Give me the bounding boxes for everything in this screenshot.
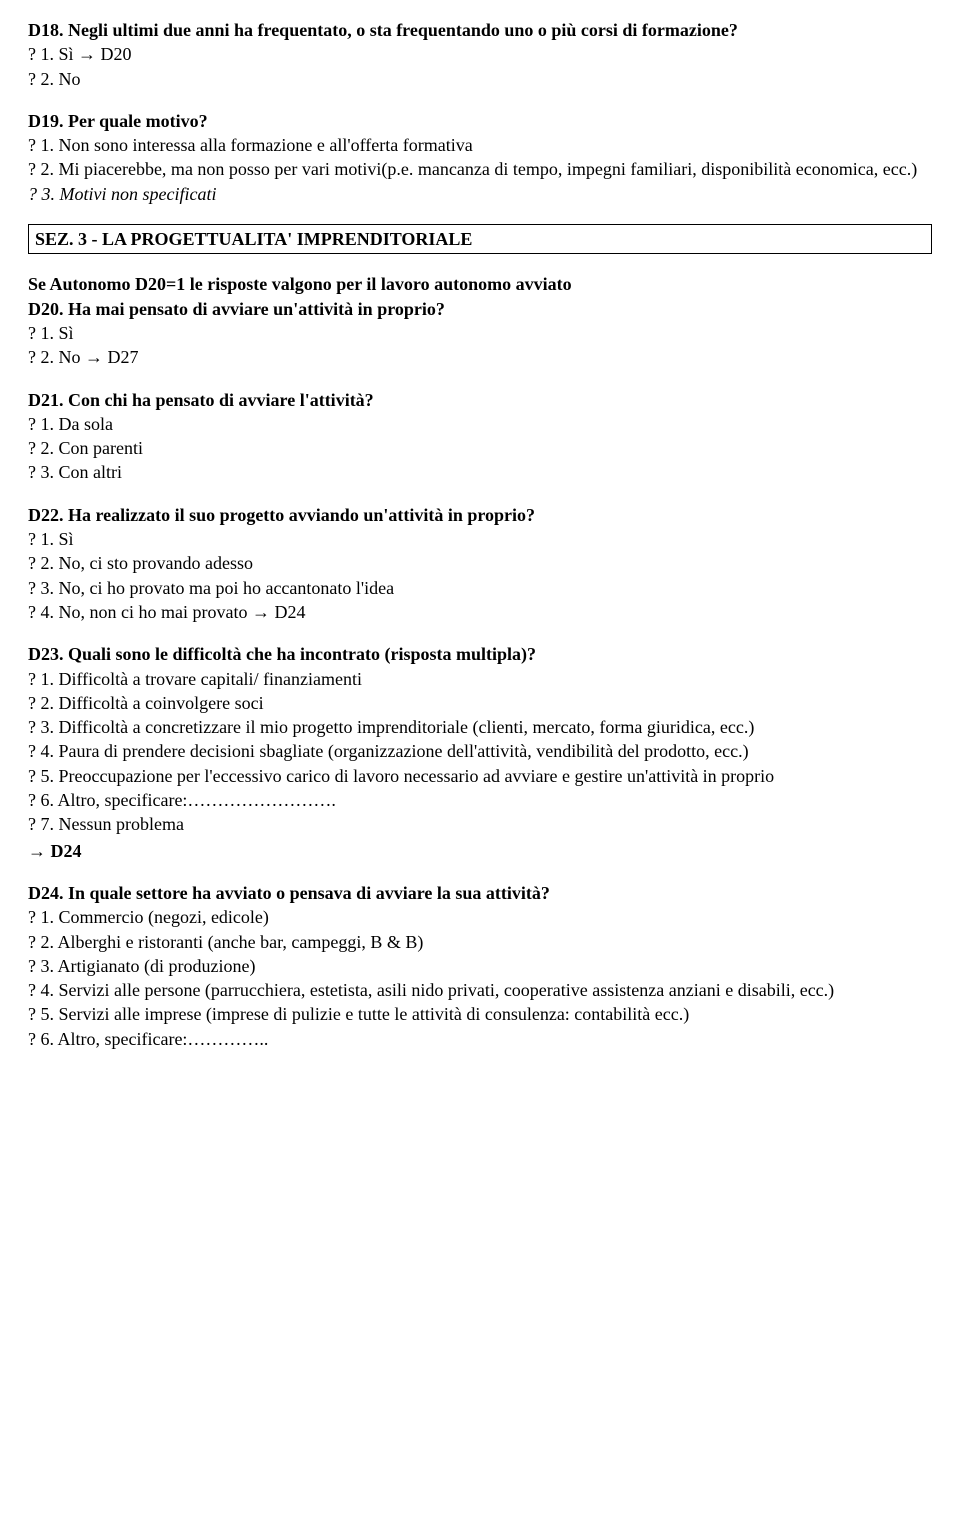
- d20-opt-1: ? 1. Sì: [28, 321, 932, 345]
- d21-opt-1: ? 1. Da sola: [28, 412, 932, 436]
- d20-opt-2: ? 2. No → D27: [28, 345, 932, 369]
- d24-title: D24. In quale settore ha avviato o pensa…: [28, 881, 932, 905]
- d23-opt-4: ? 4. Paura di prendere decisioni sbaglia…: [28, 739, 932, 763]
- d23-goto: → D24: [28, 839, 932, 863]
- d23-opt-6: ? 6. Altro, specificare:…………………….: [28, 788, 932, 812]
- d21-opt-3: ? 3. Con altri: [28, 460, 932, 484]
- d21-opt-2: ? 2. Con parenti: [28, 436, 932, 460]
- d18-opt-1: ? 1. Sì → D20: [28, 42, 932, 66]
- d24-opt-1: ? 1. Commercio (negozi, edicole): [28, 905, 932, 929]
- d24-opt-5: ? 5. Servizi alle imprese (imprese di pu…: [28, 1002, 932, 1026]
- d22-opt-3: ? 3. No, ci ho provato ma poi ho accanto…: [28, 576, 932, 600]
- d23-opt-5: ? 5. Preoccupazione per l'eccessivo cari…: [28, 764, 932, 788]
- d23-opt-2: ? 2. Difficoltà a coinvolgere soci: [28, 691, 932, 715]
- d23-opt-3: ? 3. Difficoltà a concretizzare il mio p…: [28, 715, 932, 739]
- d22-opt-4: ? 4. No, non ci ho mai provato → D24: [28, 600, 932, 624]
- d24-opt-4: ? 4. Servizi alle persone (parrucchiera,…: [28, 978, 932, 1002]
- d22-opt-2: ? 2. No, ci sto provando adesso: [28, 551, 932, 575]
- d20-title: D20. Ha mai pensato di avviare un'attivi…: [28, 297, 932, 321]
- d24-opt-3: ? 3. Artigianato (di produzione): [28, 954, 932, 978]
- d19-opt-2: ? 2. Mi piacerebbe, ma non posso per var…: [28, 157, 932, 181]
- d18-opt-2: ? 2. No: [28, 67, 932, 91]
- d19-title: D19. Per quale motivo?: [28, 109, 932, 133]
- d19-opt-1: ? 1. Non sono interessa alla formazione …: [28, 133, 932, 157]
- d23-opt-7: ? 7. Nessun problema: [28, 812, 932, 836]
- d18-title: D18. Negli ultimi due anni ha frequentat…: [28, 18, 932, 42]
- autonomo-note: Se Autonomo D20=1 le risposte valgono pe…: [28, 272, 932, 296]
- d19-opt-3: ? 3. Motivi non specificati: [28, 182, 932, 206]
- d22-opt-1: ? 1. Sì: [28, 527, 932, 551]
- d23-title: D23. Quali sono le difficoltà che ha inc…: [28, 642, 932, 666]
- d21-title: D21. Con chi ha pensato di avviare l'att…: [28, 388, 932, 412]
- d24-opt-6: ? 6. Altro, specificare:…………..: [28, 1027, 932, 1051]
- d23-opt-1: ? 1. Difficoltà a trovare capitali/ fina…: [28, 667, 932, 691]
- section-3-header: SEZ. 3 - LA PROGETTUALITA' IMPRENDITORIA…: [28, 224, 932, 254]
- d24-opt-2: ? 2. Alberghi e ristoranti (anche bar, c…: [28, 930, 932, 954]
- d22-title: D22. Ha realizzato il suo progetto avvia…: [28, 503, 932, 527]
